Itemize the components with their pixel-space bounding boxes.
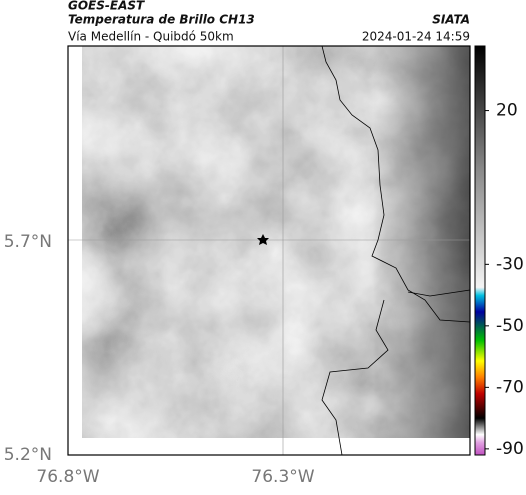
map-frame bbox=[67, 45, 471, 456]
map bbox=[67, 45, 471, 456]
colorbar-tick-label: -70 bbox=[496, 377, 524, 397]
lat-label: 5.2°N bbox=[4, 445, 52, 465]
cold-region bbox=[82, 46, 470, 438]
route: Vía Medellín - Quibdó 50km bbox=[68, 30, 234, 44]
colorbar-tick-label: -90 bbox=[496, 439, 524, 459]
title: GOES-EAST bbox=[68, 0, 145, 13]
border bbox=[321, 289, 471, 456]
colorbar-tick-label: 20 bbox=[496, 101, 518, 121]
source: SIATA bbox=[432, 13, 470, 27]
lat-label: 5.7°N bbox=[4, 232, 52, 252]
lon-label: 76.3°W bbox=[251, 467, 314, 487]
location-marker bbox=[257, 234, 269, 245]
colorbar-tick-label: -50 bbox=[496, 316, 524, 336]
subtitle: Temperatura de Brillo CH13 bbox=[68, 13, 255, 27]
border bbox=[321, 45, 471, 323]
timestamp: 2024-01-24 14:59 bbox=[362, 30, 470, 44]
colorbar-tick-label: -30 bbox=[496, 254, 524, 274]
colorbar bbox=[474, 45, 486, 456]
lon-label: 76.8°W bbox=[36, 467, 99, 487]
